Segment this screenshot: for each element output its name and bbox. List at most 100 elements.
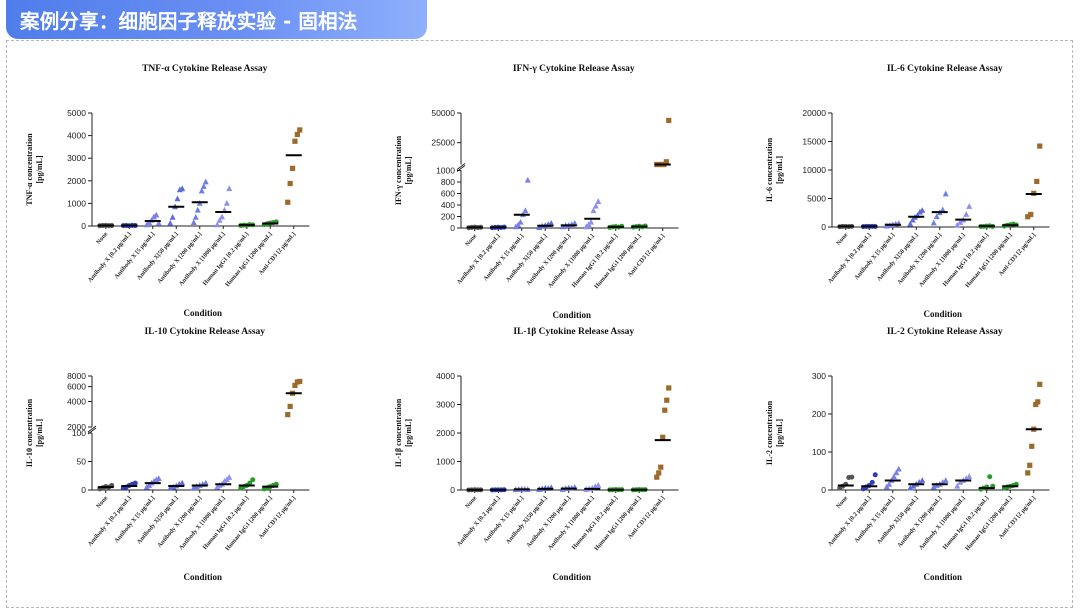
data-point: [656, 470, 662, 476]
x-tick-label: None: [835, 232, 849, 247]
data-point: [1029, 443, 1035, 449]
y-tick-label: 200: [441, 212, 455, 222]
data-point: [592, 202, 599, 209]
x-tick-label: Antibody X [200 µg/mL]: [525, 233, 572, 287]
chart-panel-4: IL-10 Cytokine Release Assay IL-10 concen…: [25, 327, 310, 582]
data-point: [1035, 399, 1041, 405]
data-point: [942, 477, 949, 483]
data-point: [190, 219, 197, 226]
x-tick-label: Antibody X [200 µg/mL]: [525, 495, 572, 549]
x-tick-label: Antibody X [0.2 µg/mL]: [87, 495, 133, 548]
chart-panel-1: TNF-α Cytokine Release Assay TNF-α concen…: [25, 64, 310, 318]
y-axis-unit: [pg/mL]: [404, 156, 413, 184]
data-point: [522, 207, 529, 214]
data-point: [167, 219, 174, 226]
x-tick-label: Antibody X[50 µg/mL]: [136, 495, 180, 546]
y-tick-label: 1000: [67, 198, 86, 208]
data-point: [907, 220, 914, 227]
y-tick-label: 1000: [436, 166, 455, 176]
y-tick-label: 2000: [436, 428, 455, 438]
data-point: [285, 199, 291, 205]
y-tick-label: 3000: [67, 153, 86, 163]
data-point: [219, 213, 226, 220]
data-point: [194, 206, 201, 213]
data-point: [942, 190, 949, 197]
y-tick-label: 1000: [436, 457, 455, 467]
y-axis-label: IL-6 concentration: [765, 137, 774, 202]
data-point: [872, 472, 878, 478]
x-tick-label: None: [95, 231, 109, 246]
data-point: [285, 412, 291, 418]
x-tick-label: Human IgG1 [200 µg/mL]: [964, 232, 1014, 289]
x-axis-label: Condition: [552, 310, 591, 320]
y-axis-label: IL-10 concentration: [25, 398, 34, 467]
y-axis-unit: [pg/mL]: [775, 419, 784, 447]
x-tick-label: Antibody X [5 µg/mL]: [113, 495, 156, 545]
data-point: [153, 211, 160, 218]
data-point: [658, 464, 664, 470]
y-tick-label: 50: [77, 457, 87, 467]
data-point: [548, 220, 555, 226]
x-tick-label: Antibody X [1000 µg/mL]: [918, 232, 967, 289]
page-title-banner: 案例分享：细胞因子释放实验 - 固相法: [6, 0, 427, 39]
data-point: [890, 473, 897, 480]
x-tick-label: Antibody X [0.2 µg/mL]: [827, 495, 873, 548]
data-point: [662, 407, 668, 413]
x-tick-label: Antibody X [1000 µg/mL]: [547, 233, 596, 290]
y-tick-label: 100: [812, 447, 826, 457]
x-tick-label: Antibody X [1000 µg/mL]: [178, 231, 227, 288]
chart-title: IL-2 Cytokine Release Assay: [887, 327, 1003, 337]
data-point: [297, 378, 303, 385]
data-point: [916, 208, 923, 215]
data-point: [1034, 178, 1040, 184]
data-point: [289, 165, 296, 171]
x-tick-label: Antibody X[50 µg/mL]: [876, 232, 920, 283]
x-tick-label: Antibody X[50 µg/mL]: [876, 495, 920, 546]
data-point: [939, 206, 946, 213]
chart-panel-6: IL-2 Cytokine Release Assay IL-2 concentr…: [765, 327, 1050, 582]
data-point: [226, 474, 233, 480]
x-tick-label: Antibody X [5 µg/mL]: [482, 233, 525, 283]
y-tick-label: 100: [72, 428, 86, 438]
y-tick-label: 25000: [431, 138, 455, 148]
data-point: [1033, 401, 1039, 408]
chart-title: IL-10 Cytokine Release Assay: [144, 327, 265, 337]
x-tick-label: Antibody X [0.2 µg/mL]: [456, 233, 502, 286]
data-point: [654, 474, 660, 480]
x-tick-label: Antibody X [1000 µg/mL]: [918, 495, 967, 552]
data-point: [247, 480, 253, 486]
data-point: [192, 214, 199, 220]
x-axis-label: Condition: [183, 572, 222, 582]
data-point: [588, 218, 595, 225]
x-tick-label: None: [95, 495, 109, 510]
chart-title: IL-1β Cytokine Release Assay: [513, 327, 634, 337]
x-tick-label: Antibody X [200 µg/mL]: [896, 495, 943, 549]
data-point: [849, 474, 855, 480]
data-point: [1028, 211, 1034, 218]
y-tick-label: 50000: [431, 108, 455, 118]
chart-panel-5: IL-1β Cytokine Release Assay IL-1β concen…: [394, 327, 679, 582]
data-point: [216, 216, 223, 223]
y-tick-label: 0: [450, 223, 455, 233]
x-tick-label: Antibody X [5 µg/mL]: [113, 231, 156, 281]
y-tick-label: 2000: [67, 176, 86, 186]
data-point: [174, 195, 181, 202]
x-tick-label: Human IgG1 [200 µg/mL]: [593, 495, 643, 552]
data-point: [966, 203, 973, 209]
data-point: [895, 465, 902, 472]
x-axis-label: Condition: [923, 309, 962, 319]
data-point: [930, 219, 937, 226]
data-point: [1037, 381, 1043, 387]
data-point: [292, 382, 298, 388]
data-point: [664, 397, 670, 403]
data-point: [919, 477, 926, 483]
data-point: [907, 484, 914, 491]
x-tick-label: Antibody X[50 µg/mL]: [505, 233, 549, 284]
page-title: 案例分享：细胞因子释放实验 - 固相法: [20, 10, 358, 33]
y-tick-label: 0: [450, 485, 455, 495]
data-point: [200, 183, 207, 189]
x-tick-label: Human IgG1 [0.2 µg/mL]: [202, 495, 251, 551]
data-point: [221, 478, 228, 484]
x-tick-label: Antibody X [0.2 µg/mL]: [827, 232, 873, 285]
